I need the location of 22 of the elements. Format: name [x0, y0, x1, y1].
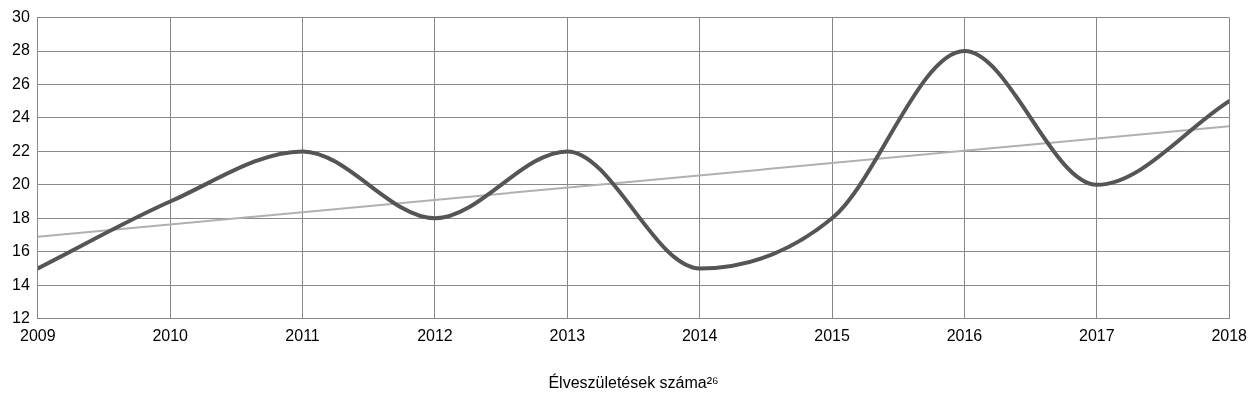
y-tick-label: 16 — [12, 242, 30, 260]
x-tick-label: 2017 — [1079, 326, 1115, 344]
x-tick-label: 2011 — [285, 326, 320, 344]
x-tick-label: 2013 — [549, 326, 586, 344]
line-series — [37, 49, 1230, 271]
y-tick-label: 14 — [12, 275, 30, 293]
x-tick-label: 2010 — [152, 326, 189, 344]
y-tick-label: 22 — [12, 141, 30, 159]
x-tick-label: 2009 — [20, 326, 56, 344]
y-tick-label: 24 — [12, 108, 30, 126]
y-tick-label: 12 — [12, 309, 30, 327]
y-tick-label: 28 — [12, 41, 30, 59]
x-tick-label: 2018 — [1211, 326, 1248, 344]
y-tick-label: 18 — [12, 208, 30, 226]
x-tick-label: 2012 — [417, 326, 453, 344]
x-tick-label: 2015 — [814, 326, 850, 344]
x-axis-title: Élveszületések száma²⁶ — [548, 372, 719, 391]
y-tick-label: 26 — [12, 74, 30, 92]
y-tick-label: 30 — [12, 8, 30, 26]
y-tick-label: 20 — [12, 175, 30, 193]
x-tick-label: 2016 — [946, 326, 983, 344]
x-tick-label: 2014 — [681, 326, 718, 344]
